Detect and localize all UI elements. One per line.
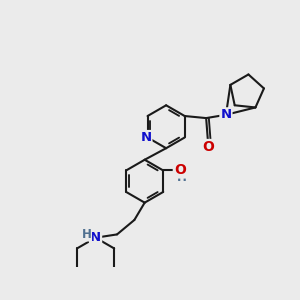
Text: N: N [90, 231, 101, 244]
Text: O: O [174, 164, 186, 178]
Text: H: H [177, 171, 187, 184]
Text: N: N [140, 131, 152, 144]
Text: N: N [220, 108, 232, 121]
Text: O: O [202, 140, 214, 154]
Text: H: H [82, 228, 92, 241]
